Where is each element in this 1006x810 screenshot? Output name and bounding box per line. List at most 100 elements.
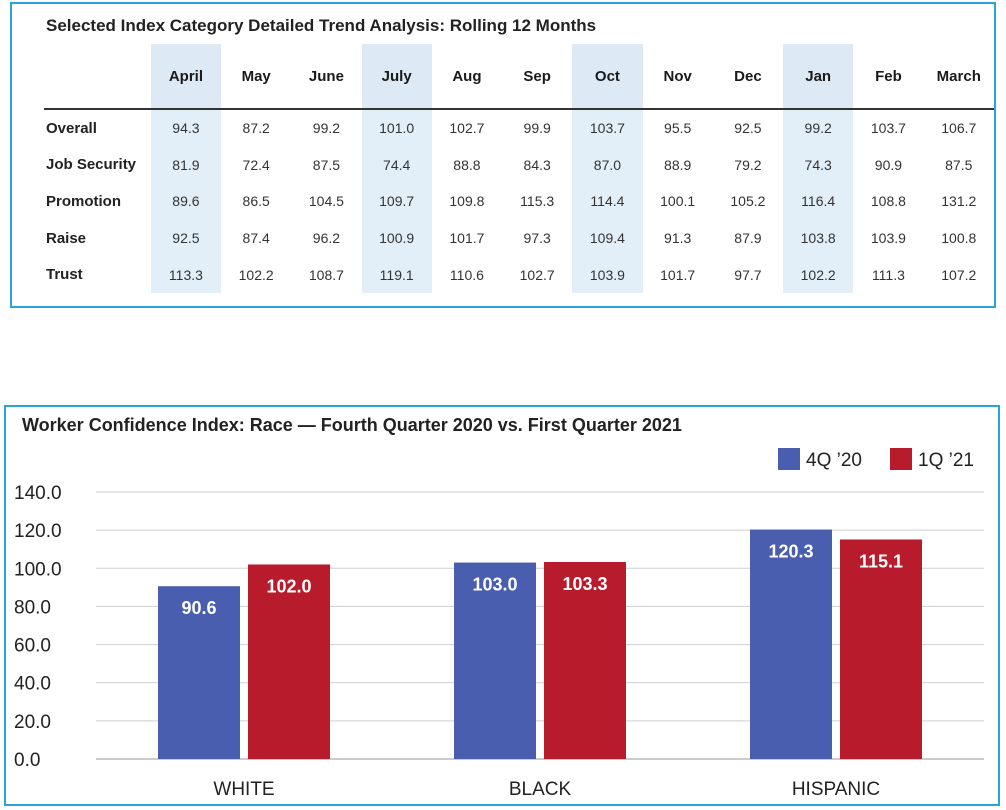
y-tick-label: 40.0	[14, 674, 51, 695]
y-tick-label: 0.0	[14, 750, 40, 771]
table-cell: 100.9	[361, 219, 432, 257]
table-cell: 101.0	[361, 109, 432, 147]
table-cell: 94.3	[150, 109, 222, 147]
y-tick-label: 60.0	[14, 636, 51, 657]
column-header: Oct	[572, 44, 643, 110]
bar	[750, 529, 832, 759]
table-cell: 90.9	[874, 156, 903, 173]
table-cell: 109.8	[449, 193, 485, 210]
table-cell: 88.8	[453, 156, 481, 173]
table-row: Overall 94.3 87.2 99.2 101.0 102.7 99.9 103.7 95…	[44, 109, 994, 147]
bar	[158, 586, 240, 759]
bar	[544, 561, 626, 759]
y-tick-label: 20.0	[14, 712, 51, 733]
table-cell: 108.8	[870, 193, 906, 210]
table-cell: 100.8	[941, 230, 977, 247]
table-cell: 79.2	[734, 156, 762, 173]
table-cell: 96.2	[312, 230, 341, 247]
table-cell: 103.9	[572, 256, 643, 293]
legend-label: 1Q ’21	[918, 450, 974, 471]
table-cell: 89.6	[150, 183, 222, 220]
table-cell: 107.2	[941, 266, 977, 283]
x-tick-label: WHITE	[213, 779, 274, 800]
table-cell: 106.7	[941, 120, 977, 137]
table-body: Overall 94.3 87.2 99.2 101.0 102.7 99.9 103.7 95…	[44, 109, 994, 293]
table-cell: 99.2	[783, 109, 854, 147]
column-header: Jan	[783, 44, 854, 110]
column-header: April	[150, 44, 222, 110]
legend-swatch	[778, 448, 800, 470]
table-cell: 105.2	[730, 193, 766, 210]
table-row: Raise 92.5 87.4 96.2 100.9 101.7 97.3 109.4 91.3…	[44, 219, 994, 257]
table-cell: 119.1	[361, 256, 432, 293]
y-tick-label: 140.0	[14, 483, 62, 504]
table-cell: 115.3	[520, 193, 555, 210]
table-cell: 74.4	[361, 146, 432, 184]
table-cell: 113.3	[150, 256, 222, 293]
table-cell: 84.3	[523, 156, 551, 173]
header-corner	[44, 44, 151, 110]
table-cell: 92.5	[150, 219, 222, 257]
table-cell: 99.9	[523, 120, 551, 137]
data-label: 90.6	[181, 598, 216, 618]
y-tick-label: 100.0	[14, 559, 62, 580]
column-header: Feb	[853, 44, 924, 110]
table-cell: 87.5	[312, 156, 341, 173]
table-cell: 103.8	[783, 219, 854, 257]
table-row: Trust 113.3 102.2 108.7 119.1 110.6 102.7 103.9…	[44, 256, 994, 293]
table-cell: 131.2	[941, 193, 977, 210]
table-cell: 111.3	[871, 266, 905, 283]
table-cell: 101.7	[660, 266, 696, 283]
legend-swatch	[890, 448, 912, 470]
table-cell: 87.9	[734, 230, 762, 247]
race-bar-chart: 0.0 20.0 40.0 60.0 80.0 100.0 120.0 140.0 90.6 10…	[14, 448, 984, 800]
y-tick-label: 120.0	[14, 521, 62, 542]
legend-label: 4Q ’20	[806, 450, 862, 471]
table-cell: 87.2	[242, 120, 270, 137]
row-label: Overall	[46, 119, 97, 137]
table-cell: 91.3	[664, 230, 692, 247]
table-title: Selected Index Category Detailed Trend A…	[46, 16, 597, 35]
table-cell: 88.9	[664, 156, 692, 173]
bar	[840, 539, 922, 759]
column-header: July	[361, 44, 432, 110]
column-header: March	[923, 44, 994, 110]
trend-table-panel: Selected Index Category Detailed Trend A…	[10, 2, 996, 308]
table-cell: 108.7	[308, 266, 344, 283]
column-header: May	[221, 44, 292, 110]
chart-title: Worker Confidence Index: Race — Fourth Q…	[22, 415, 682, 435]
table-cell: 104.5	[308, 193, 344, 210]
table-cell: 102.2	[783, 256, 854, 293]
table-cell: 101.7	[449, 230, 485, 247]
table-cell: 97.7	[734, 266, 762, 283]
data-label: 102.0	[266, 576, 311, 596]
table-cell: 110.6	[449, 266, 484, 283]
table-cell: 72.4	[242, 156, 270, 173]
trend-table: April May June July Aug Sep Oct Nov Dec Jan Feb Mar…	[44, 44, 994, 293]
table-cell: 87.0	[572, 146, 643, 184]
table-cell: 114.4	[572, 183, 643, 220]
data-label: 120.3	[768, 542, 813, 562]
table-cell: 103.7	[572, 109, 643, 147]
table-cell: 87.5	[945, 156, 973, 173]
table-cell: 109.4	[572, 219, 643, 257]
column-header: June	[291, 44, 362, 110]
race-chart-panel: Worker Confidence Index: Race — Fourth Q…	[4, 405, 1000, 806]
table-cell: 102.7	[519, 266, 555, 283]
y-tick-label: 80.0	[14, 597, 51, 618]
column-header: Aug	[431, 44, 503, 110]
table-cell: 102.7	[449, 120, 485, 137]
table-cell: 103.7	[870, 120, 906, 137]
table-cell: 102.2	[238, 266, 274, 283]
row-label: Raise	[46, 229, 87, 247]
table-cell: 86.5	[242, 193, 270, 210]
table-cell: 99.2	[312, 120, 341, 137]
row-label: Promotion	[46, 192, 121, 210]
data-label: 103.3	[562, 574, 607, 594]
x-tick-label: HISPANIC	[792, 779, 880, 800]
column-header: Sep	[502, 44, 573, 110]
x-tick-label: BLACK	[509, 779, 572, 800]
table-cell: 95.5	[664, 120, 692, 137]
bar	[248, 564, 330, 759]
table-cell: 97.3	[523, 230, 551, 247]
